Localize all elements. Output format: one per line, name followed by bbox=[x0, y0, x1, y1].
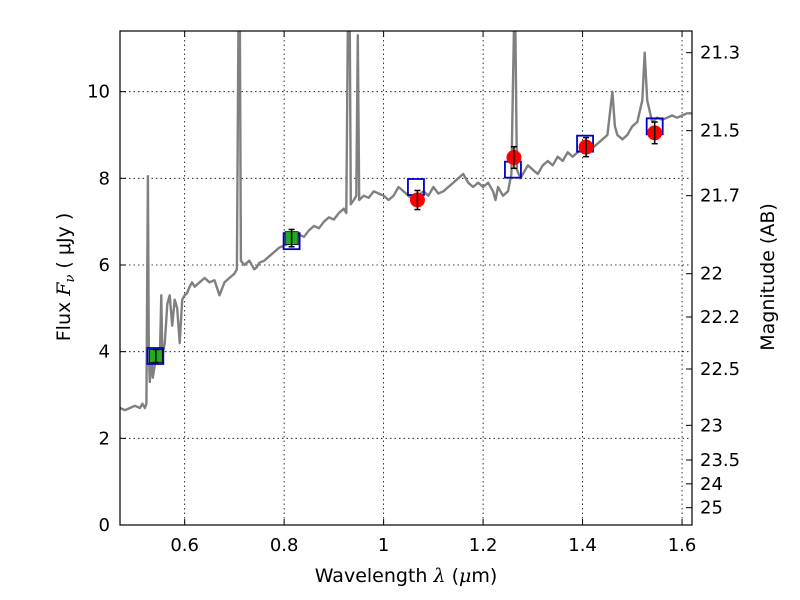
x-tick-label: 0.8 bbox=[270, 535, 299, 556]
y-tick-label: 4 bbox=[99, 342, 110, 363]
y-tick-label: 6 bbox=[99, 255, 110, 276]
x-tick-label: 0.6 bbox=[170, 535, 199, 556]
y2-tick-label: 24 bbox=[700, 474, 723, 495]
y2-tick-label: 23 bbox=[700, 415, 723, 436]
x-axis-label: Wavelength λ (μm) bbox=[315, 565, 498, 587]
y2-tick-label: 21.5 bbox=[700, 121, 740, 142]
model-spectrum-line bbox=[120, 31, 692, 412]
y2-tick-label: 22.5 bbox=[700, 359, 740, 380]
y2-tick-label: 22 bbox=[700, 264, 723, 285]
y-tick-label: 10 bbox=[87, 82, 110, 103]
y2-tick-label: 21.7 bbox=[700, 186, 740, 207]
y2-tick-label: 25 bbox=[700, 498, 723, 519]
y-tick-label: 0 bbox=[99, 515, 110, 536]
data-series bbox=[120, 31, 692, 412]
plot-frame bbox=[119, 30, 693, 526]
x-tick-label: 1.6 bbox=[668, 535, 697, 556]
y2-axis-label: Magnitude (AB) bbox=[757, 203, 779, 351]
x-tick-label: 1.4 bbox=[568, 535, 597, 556]
y-tick-label: 8 bbox=[99, 168, 110, 189]
y2-tick-label: 22.2 bbox=[700, 307, 740, 328]
x-tick-label: 1 bbox=[378, 535, 389, 556]
y2-tick-label: 23.5 bbox=[700, 450, 740, 471]
x-tick-label: 1.2 bbox=[469, 535, 498, 556]
y-axis-label: Flux Fν ( μJy ) bbox=[53, 213, 78, 342]
y2-tick-label: 21.3 bbox=[700, 43, 740, 64]
y-tick-label: 2 bbox=[99, 428, 110, 449]
axis-ticks: 0.6 0.8 1 1.2 1.4 1.6024681021.321.521.72222.… bbox=[87, 31, 740, 556]
model-photometry-box bbox=[146, 347, 165, 365]
